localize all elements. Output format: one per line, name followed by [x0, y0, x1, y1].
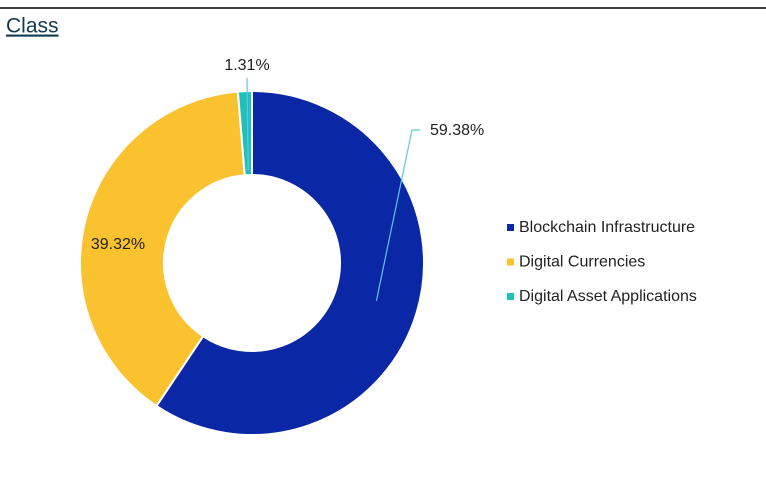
- leader-line: [375, 129, 420, 301]
- chart-title: Class: [6, 15, 59, 38]
- legend-label: Blockchain Infrastructure: [519, 219, 695, 236]
- slice: [155, 89, 425, 436]
- data-label: 1.31%: [224, 57, 269, 74]
- legend-label: Digital Asset Applications: [519, 288, 697, 305]
- slice: [79, 90, 246, 408]
- legend-swatch: [507, 293, 514, 300]
- legend-label: Digital Currencies: [519, 254, 645, 271]
- legend-swatch: [507, 224, 514, 231]
- legend-swatch: [507, 258, 514, 266]
- data-label: 39.32%: [91, 236, 145, 253]
- data-label: 59.38%: [430, 122, 484, 139]
- leader-line: [246, 77, 249, 171]
